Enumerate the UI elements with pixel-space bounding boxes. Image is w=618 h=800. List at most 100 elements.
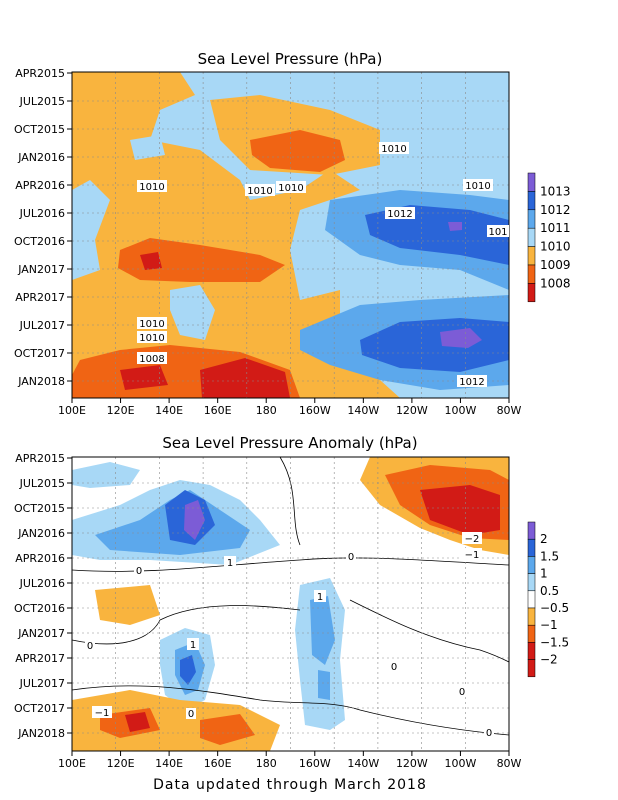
x-tick-label: 120W xyxy=(396,404,428,417)
svg-text:0: 0 xyxy=(348,552,354,563)
svg-text:1: 1 xyxy=(317,592,323,603)
colorbar-swatch xyxy=(527,642,536,660)
svg-text:0: 0 xyxy=(459,687,465,698)
svg-text:0: 0 xyxy=(136,566,142,577)
colorbar-swatch xyxy=(527,590,536,609)
svg-text:1010: 1010 xyxy=(278,183,303,194)
x-tick-label: 100W xyxy=(445,757,477,770)
panel1-title: Sea Level Pressure (hPa) xyxy=(198,50,383,68)
y-tick-label: JUL2015 xyxy=(19,477,65,490)
x-tick-label: 120W xyxy=(396,757,428,770)
colorbar-label: 1.5 xyxy=(540,549,559,563)
colorbar-label: 1009 xyxy=(540,258,571,272)
x-tick-label: 140W xyxy=(347,404,379,417)
y-tick-label: JUL2016 xyxy=(19,207,65,220)
svg-text:−1: −1 xyxy=(95,708,110,719)
x-tick-label: 100E xyxy=(58,757,86,770)
svg-text:1010: 1010 xyxy=(465,181,490,192)
y-tick-label: JUL2015 xyxy=(19,95,65,108)
colorbar-swatch xyxy=(527,209,536,229)
y-tick-label: APR2016 xyxy=(15,552,65,565)
x-tick-label: 180 xyxy=(256,404,277,417)
y-tick-label: OCT2015 xyxy=(14,123,65,136)
y-tick-label: OCT2016 xyxy=(14,602,65,615)
colorbar-label: 1 xyxy=(540,567,548,581)
y-tick-label: OCT2016 xyxy=(14,235,65,248)
y-tick-label: APR2017 xyxy=(15,291,65,304)
svg-text:1: 1 xyxy=(190,640,196,651)
colorbar-swatch xyxy=(527,521,536,540)
svg-text:0: 0 xyxy=(188,709,194,720)
x-tick-label: 180 xyxy=(256,757,277,770)
panel1-contour-labels: 1010 1010 1010 1010 1010 1012 101 1010 1… xyxy=(137,142,509,388)
x-tick-label: 160E xyxy=(204,757,232,770)
colorbar-label: −0.5 xyxy=(540,601,569,615)
colorbar-label: 2 xyxy=(540,532,548,546)
panel1-field xyxy=(72,72,509,398)
svg-text:101: 101 xyxy=(488,227,507,238)
panel1-x-ticks: 100E 120E 140E 160E 180 160W 140W 120W 100W 80W xyxy=(58,398,522,417)
colorbar-label: 1010 xyxy=(540,240,571,254)
panel2-contour-labels: 1 0 −2 −1 0 1 1 0 0 0 0 −1 0 xyxy=(85,532,494,739)
svg-text:1: 1 xyxy=(227,558,233,569)
x-tick-label: 80W xyxy=(497,404,522,417)
y-tick-label: JAN2017 xyxy=(17,263,65,276)
x-tick-label: 160W xyxy=(299,404,331,417)
colorbar-label: 1012 xyxy=(540,203,571,217)
y-tick-label: JAN2016 xyxy=(17,151,65,164)
y-tick-label: OCT2017 xyxy=(14,702,65,715)
svg-text:0: 0 xyxy=(391,662,397,673)
svg-text:1008: 1008 xyxy=(139,354,164,365)
svg-text:1010: 1010 xyxy=(139,333,164,344)
panel2-x-ticks: 100E 120E 140E 160E 180 160W 140W 120W 100W 80W xyxy=(58,751,522,770)
panel1-y-ticks: APR2015 JUL2015 OCT2015 JAN2016 APR2016 JUL20… xyxy=(14,67,72,388)
x-tick-label: 140E xyxy=(155,757,183,770)
y-tick-label: JAN2018 xyxy=(17,375,65,388)
colorbar-label: 1008 xyxy=(540,276,571,290)
svg-text:1010: 1010 xyxy=(247,186,272,197)
colorbar-swatch xyxy=(527,191,536,211)
panel1-colorbar: 1013 1012 1011 1010 1009 1008 xyxy=(527,172,571,303)
x-tick-label: 160E xyxy=(204,404,232,417)
svg-text:−1: −1 xyxy=(465,550,480,561)
colorbar-label: 0.5 xyxy=(540,584,559,598)
colorbar-swatch xyxy=(527,172,536,192)
panel2-grid xyxy=(72,457,509,751)
panel1-grid xyxy=(72,72,509,398)
x-tick-label: 140W xyxy=(347,757,379,770)
y-tick-label: OCT2017 xyxy=(14,347,65,360)
y-tick-label: APR2017 xyxy=(15,652,65,665)
colorbar-swatch xyxy=(527,227,536,247)
y-tick-label: JAN2016 xyxy=(17,527,65,540)
x-tick-label: 120E xyxy=(107,404,135,417)
svg-text:0: 0 xyxy=(486,728,492,739)
panel2-field xyxy=(72,457,509,751)
x-tick-label: 100W xyxy=(445,404,477,417)
y-tick-label: OCT2015 xyxy=(14,502,65,515)
y-tick-label: JAN2017 xyxy=(17,627,65,640)
x-tick-label: 140E xyxy=(155,404,183,417)
colorbar-swatch xyxy=(527,624,536,643)
svg-text:0: 0 xyxy=(87,641,93,652)
colorbar-swatch xyxy=(527,246,536,266)
panel2-frame xyxy=(71,456,510,752)
panel2-y-ticks: APR2015 JUL2015 OCT2015 JAN2016 APR2016 JUL20… xyxy=(14,452,72,740)
colorbar-swatch xyxy=(527,264,536,284)
svg-text:1010: 1010 xyxy=(139,319,164,330)
y-tick-label: APR2016 xyxy=(15,179,65,192)
svg-text:1010: 1010 xyxy=(139,182,164,193)
colorbar-swatch xyxy=(527,659,536,678)
colorbar-swatch xyxy=(527,556,536,574)
x-tick-label: 80W xyxy=(497,757,522,770)
colorbar-label: −1 xyxy=(540,618,558,632)
colorbar-swatch xyxy=(527,283,536,303)
y-tick-label: JUL2017 xyxy=(19,677,65,690)
x-tick-label: 160W xyxy=(299,757,331,770)
colorbar-label: 1013 xyxy=(540,184,571,198)
colorbar-swatch xyxy=(527,538,536,557)
svg-text:−2: −2 xyxy=(465,534,480,545)
x-tick-label: 100E xyxy=(58,404,86,417)
x-tick-label: 120E xyxy=(107,757,135,770)
svg-text:1012: 1012 xyxy=(459,377,484,388)
